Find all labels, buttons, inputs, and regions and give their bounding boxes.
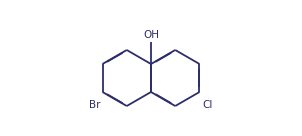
Text: Cl: Cl (202, 100, 213, 110)
Text: Br: Br (89, 100, 100, 110)
Text: OH: OH (143, 30, 159, 40)
